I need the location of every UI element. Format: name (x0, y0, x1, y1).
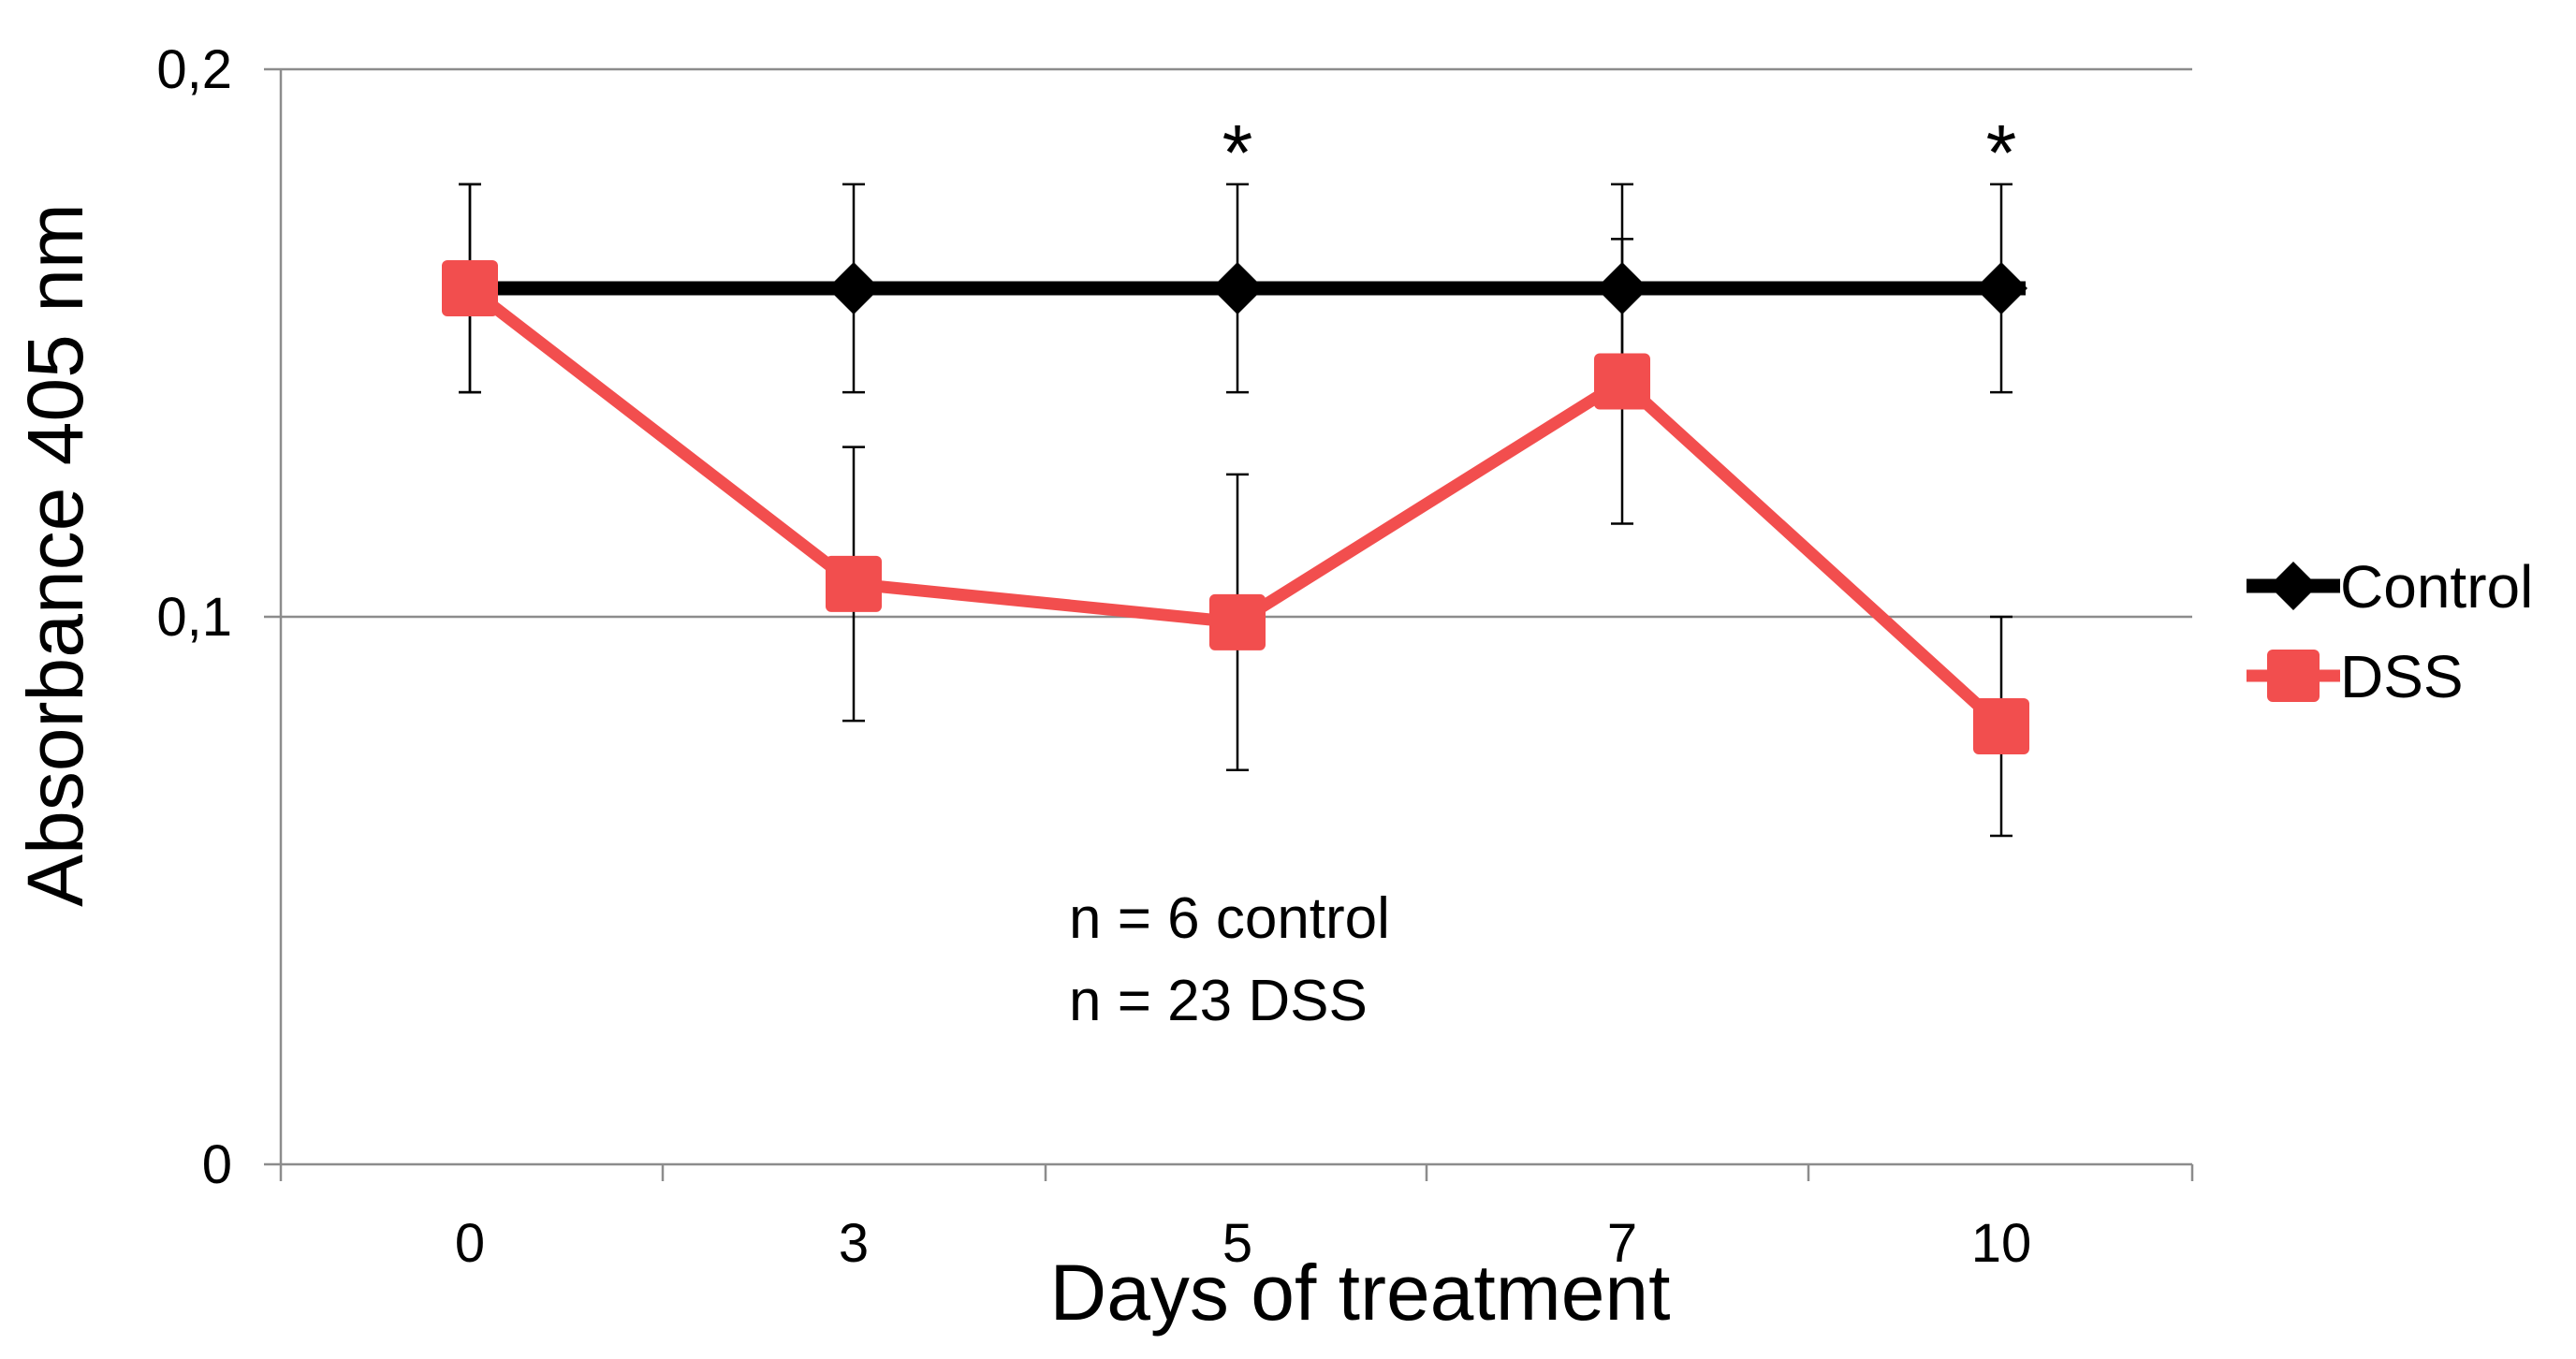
legend-swatch-marker (2267, 650, 2320, 702)
series-layer (442, 183, 2029, 838)
control-marker-5 (1211, 262, 1264, 314)
significance-star-5: * (1222, 109, 1253, 197)
x-tick-label-0: 0 (455, 1213, 485, 1274)
dss-line (466, 283, 2006, 731)
x-tick-label-10: 10 (1971, 1213, 2032, 1274)
dss-marker-3 (826, 555, 882, 612)
series-dss (442, 183, 2029, 838)
significance-marks: * * (1222, 109, 2017, 197)
legend-label: DSS (2340, 643, 2464, 710)
dss-marker-0 (442, 260, 498, 316)
axis-layer (264, 67, 2194, 1181)
control-marker-3 (827, 262, 880, 314)
legend: Control DSS (2247, 553, 2533, 710)
y-tick-label-2: 0,2 (156, 39, 232, 100)
series-control (444, 183, 2027, 394)
y-tick-label-0: 0 (202, 1134, 232, 1195)
legend-label: Control (2340, 553, 2533, 621)
x-tick-label-5: 5 (1222, 1213, 1252, 1274)
significance-star-10: * (1986, 109, 2017, 197)
x-tick-label-3: 3 (839, 1213, 869, 1274)
legend-item-dss: DSS (2247, 643, 2464, 710)
y-tick-labels: 0 0,1 0,2 (156, 39, 232, 1195)
annotation-dss-n: n = 23 DSS (1069, 969, 1368, 1033)
dss-marker-10 (1973, 698, 2029, 754)
control-marker-10 (1975, 262, 2027, 314)
sample-size-annotation: n = 6 control n = 23 DSS (1069, 886, 1390, 1033)
legend-item-control: Control (2247, 553, 2533, 621)
dss-marker-7 (1594, 353, 1650, 410)
x-axis-title: Days of treatment (1050, 1249, 1671, 1337)
legend-swatch-marker (2269, 562, 2318, 610)
dss-marker-5 (1209, 593, 1266, 650)
y-axis-title: Absorbance 405 nm (11, 203, 99, 907)
y-tick-label-1: 0,1 (156, 587, 232, 648)
x-tick-labels: 0 3 5 7 10 (455, 1213, 2031, 1274)
annotation-control-n: n = 6 control (1069, 886, 1390, 951)
x-tick-label-7: 7 (1607, 1213, 1637, 1274)
